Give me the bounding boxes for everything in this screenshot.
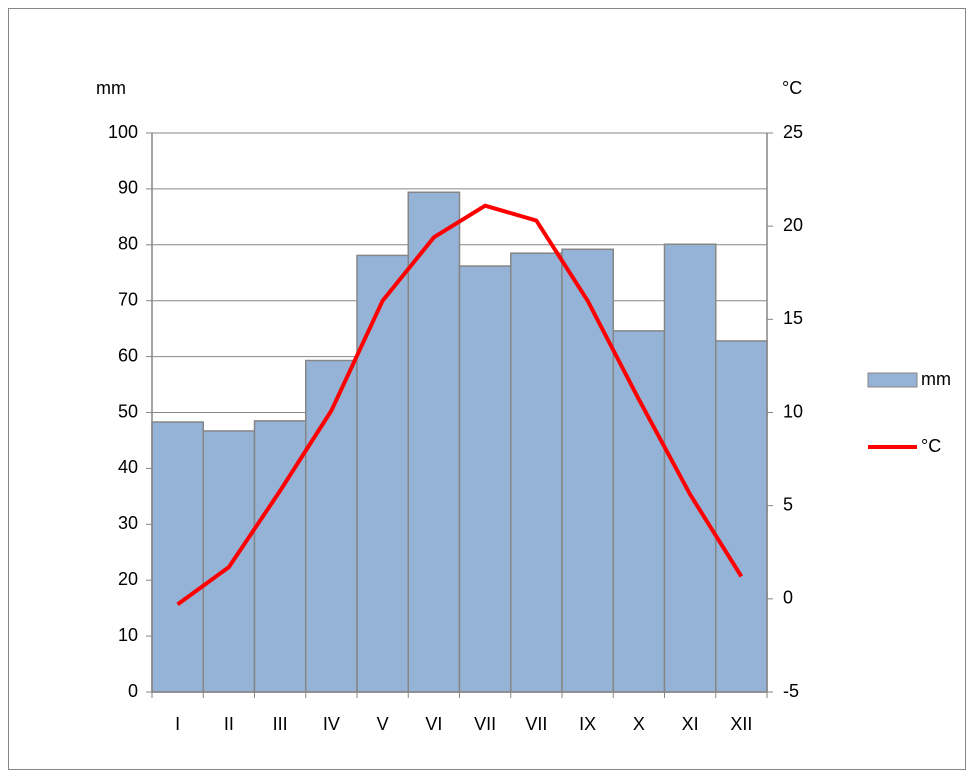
- y2-axis-title: °C: [782, 78, 802, 98]
- x-tick-label: VI: [425, 714, 442, 734]
- bar: [202, 430, 256, 693]
- bar: [715, 340, 768, 693]
- y-tick-label: 70: [118, 289, 138, 309]
- bar: [458, 265, 512, 693]
- bar: [663, 243, 717, 693]
- legend-label: mm: [921, 369, 951, 389]
- y-tick-label: 60: [118, 345, 138, 365]
- x-tick-label: VII: [525, 714, 547, 734]
- bar: [305, 359, 358, 693]
- legend-label: °C: [921, 436, 941, 456]
- x-tick-label: III: [273, 714, 288, 734]
- x-tick-label: IX: [579, 714, 596, 734]
- y-axis-title: mm: [96, 78, 126, 98]
- y2-tick-label: 15: [783, 308, 803, 328]
- x-tick-label: X: [633, 714, 645, 734]
- y-tick-label: 80: [118, 234, 138, 254]
- y-tick-label: 100: [108, 122, 138, 142]
- bar: [612, 330, 666, 693]
- bar: [561, 248, 614, 693]
- y2-tick-label: 20: [783, 215, 803, 235]
- x-tick-label: II: [224, 714, 234, 734]
- legend-swatch: [867, 372, 918, 388]
- line: [176, 203, 744, 607]
- x-tick-label: XI: [682, 714, 699, 734]
- x-tick-label: XII: [730, 714, 752, 734]
- y-tick-label: 10: [118, 625, 138, 645]
- bar: [407, 191, 461, 693]
- y2-tick-label: -5: [783, 681, 799, 701]
- y-tick-label: 40: [118, 457, 138, 477]
- bar: [356, 254, 409, 693]
- y2-tick-label: 0: [783, 588, 793, 608]
- x-tick-label: V: [377, 714, 389, 734]
- y-tick-label: 20: [118, 569, 138, 589]
- y2-tick-label: 25: [783, 122, 803, 142]
- y-tick-label: 0: [128, 681, 138, 701]
- y-tick-label: 50: [118, 401, 138, 421]
- bar: [151, 421, 204, 693]
- y2-tick-label: 10: [783, 401, 803, 421]
- bar: [510, 252, 563, 693]
- y-tick-label: 90: [118, 178, 138, 198]
- x-tick-label: IV: [323, 714, 340, 734]
- y-tick-label: 30: [118, 513, 138, 533]
- x-tick-label: I: [175, 714, 180, 734]
- y2-tick-label: 5: [783, 494, 793, 514]
- x-tick-label: VII: [474, 714, 496, 734]
